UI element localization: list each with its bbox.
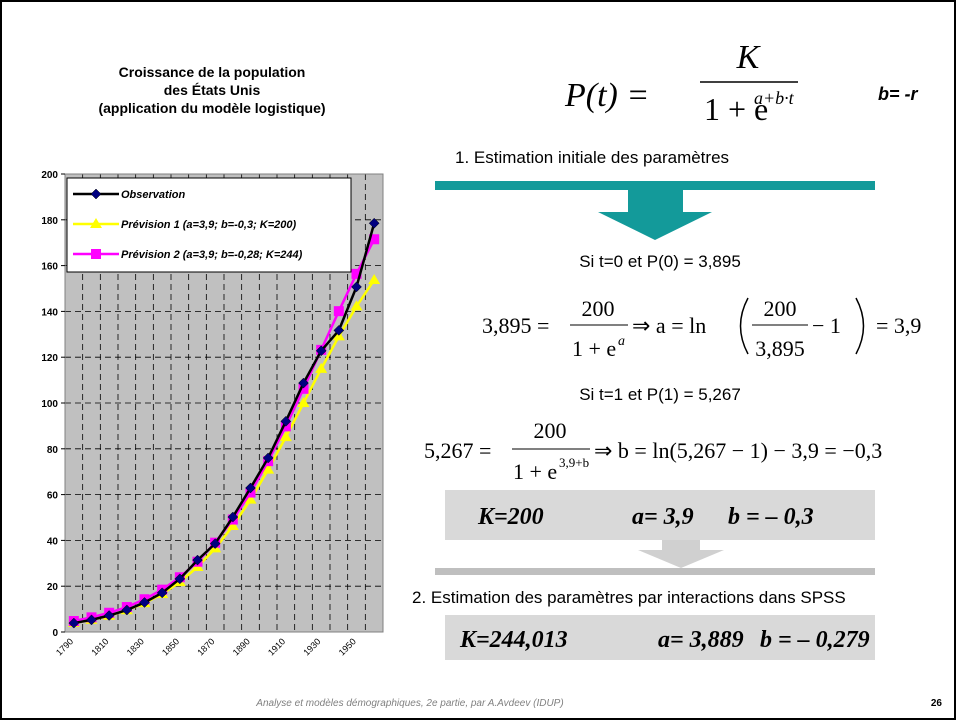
eq-mid: ⇒ a = ln — [632, 313, 706, 338]
footer: Analyse et modèles démographiques, 2e pa… — [255, 698, 563, 709]
teal-arrow — [598, 190, 712, 240]
chart-title-line: Croissance de la population — [119, 64, 306, 80]
paren — [855, 297, 865, 355]
eq-rhs: ⇒ b = ln(5,267 − 1) − 3,9 = −0,3 — [594, 438, 882, 463]
marker — [262, 463, 275, 474]
y-tick-label: 120 — [41, 353, 58, 364]
formula-lhs: P(t) = — [564, 77, 649, 114]
result: K=244,013 — [459, 627, 568, 653]
marker — [333, 306, 344, 317]
marker — [298, 377, 309, 389]
teal-bar — [435, 181, 875, 190]
chart-title-line: des États Unis — [164, 82, 261, 98]
eq-inner-den: 3,895 — [755, 336, 805, 361]
condition: Si t=0 et P(0) = 3,895 — [579, 252, 741, 271]
marker — [227, 511, 239, 523]
result: K=200 — [477, 504, 544, 530]
eq-exp: 3,9+b — [559, 455, 589, 470]
result: a= 3,9 — [632, 504, 694, 530]
marker — [90, 188, 102, 200]
marker — [121, 604, 133, 616]
marker — [156, 587, 168, 599]
y-tick-label: 200 — [41, 170, 58, 181]
marker — [315, 345, 327, 357]
marker — [351, 281, 362, 293]
marker — [351, 268, 362, 279]
formula-note: b= -r — [878, 84, 919, 104]
result-box — [445, 615, 875, 660]
marker — [139, 597, 150, 608]
marker — [333, 325, 345, 336]
legend-label: Observation — [121, 189, 185, 201]
eq-num: 200 — [534, 418, 567, 443]
marker — [86, 614, 97, 626]
gray-bar — [435, 568, 875, 575]
marker — [262, 452, 274, 464]
chart-title: Croissance de la population des États Un… — [98, 64, 325, 116]
y-tick-label: 140 — [41, 307, 58, 318]
eq-inner-num: 200 — [764, 296, 797, 321]
y-tick-label: 180 — [41, 216, 58, 227]
marker — [226, 519, 239, 530]
step-heading: 1. Estimation initiale des paramètres — [455, 148, 729, 167]
marker — [91, 249, 101, 259]
step-heading: 2. Estimation des paramètres par interac… — [412, 588, 846, 607]
marker — [369, 234, 380, 245]
marker — [350, 300, 363, 311]
y-tick-label: 160 — [41, 262, 58, 273]
y-tick-label: 100 — [41, 399, 58, 410]
marker — [209, 538, 221, 549]
result: b = – 0,3 — [728, 504, 814, 530]
marker — [280, 415, 292, 427]
y-tick-label: 40 — [47, 536, 59, 547]
marker — [315, 362, 328, 373]
y-tick-label: 20 — [47, 582, 59, 593]
condition: Si t=1 et P(1) = 5,267 — [579, 385, 741, 404]
marker — [297, 397, 310, 407]
formula-exp: a+b·t — [754, 88, 795, 108]
eq-exp: a — [618, 334, 625, 349]
eq-den: 1 + e — [572, 336, 616, 361]
result: a= 3,889 — [658, 627, 744, 653]
paren — [739, 297, 749, 355]
marker — [279, 431, 292, 442]
marker — [192, 554, 203, 566]
y-tick-label: 80 — [47, 445, 59, 456]
marker — [90, 218, 102, 228]
marker — [368, 274, 381, 285]
marker — [368, 217, 380, 229]
eq-den: 1 + e — [513, 459, 557, 484]
formula-num: K — [736, 39, 762, 76]
y-tick-label: 60 — [47, 491, 59, 502]
marker — [244, 493, 257, 504]
legend-label: Prévision 1 (a=3,9; b=-0,3; K=200) — [121, 219, 297, 231]
eq-lhs: 5,267 = — [424, 438, 491, 463]
marker — [298, 383, 309, 394]
eq-lhs: 3,895 = — [482, 313, 549, 338]
y-tick-label: 0 — [52, 628, 58, 639]
formula-den: 1 + e — [704, 91, 768, 127]
page-number: 26 — [931, 698, 943, 709]
chart-title-line: (application du modèle logistique) — [98, 100, 325, 116]
result-box — [445, 490, 875, 540]
eq-num: 200 — [582, 296, 615, 321]
marker — [174, 573, 186, 585]
marker — [245, 482, 256, 494]
marker — [68, 617, 80, 629]
result: b = – 0,279 — [760, 627, 870, 653]
marker — [103, 610, 115, 621]
eq-inner-rest: − 1 — [812, 313, 841, 338]
gray-arrow — [638, 540, 724, 568]
legend-label: Prévision 2 (a=3,9; b=-0,28; K=244) — [121, 249, 303, 261]
eq-rhs: = 3,9 — [876, 313, 921, 338]
